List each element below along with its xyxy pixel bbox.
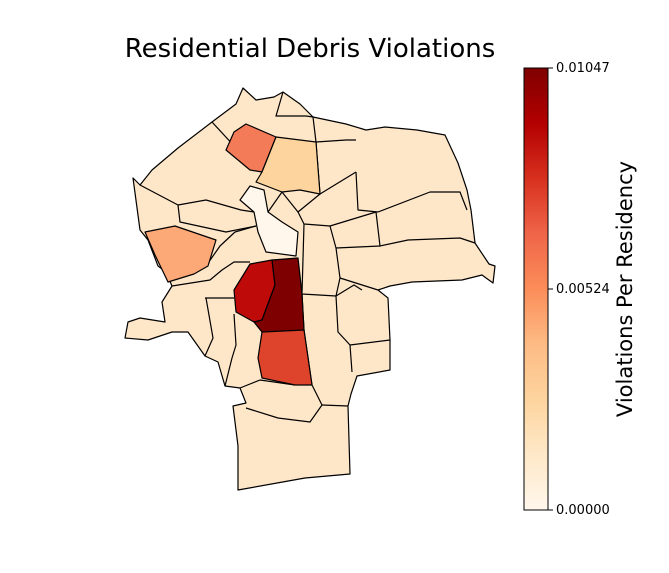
south-red-district xyxy=(257,329,313,386)
west-orange-district xyxy=(144,225,217,283)
north-peach-district xyxy=(255,136,321,195)
colorbar-tick-label-mid: 0.00524 xyxy=(556,282,610,297)
colorbar-label: Violations Per Residency xyxy=(613,160,637,418)
center-white-district xyxy=(239,185,299,257)
colorbar-tick-label-max: 0.01047 xyxy=(556,61,610,76)
map-title: Residential Debris Violations xyxy=(124,34,496,64)
colorbar-tick-label-min: 0.00000 xyxy=(556,503,610,518)
colorbar-gradient xyxy=(523,67,549,511)
colorbar xyxy=(523,67,553,511)
